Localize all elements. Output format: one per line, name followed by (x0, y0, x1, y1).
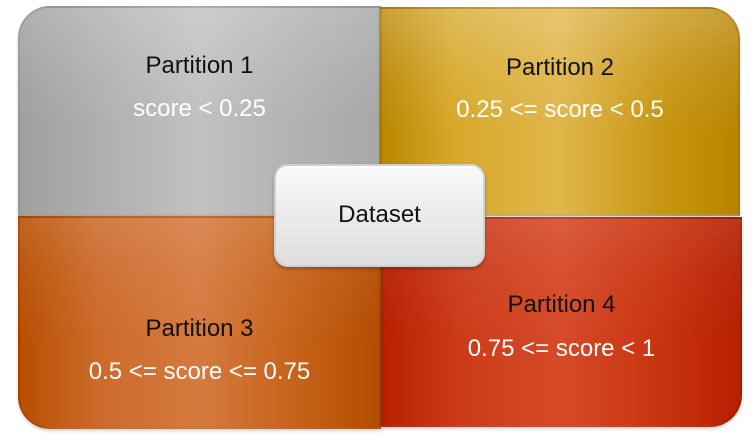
partition-4-condition: 0.75 <= score < 1 (467, 335, 656, 362)
partition-1-title: Partition 1 (145, 52, 254, 79)
dataset-label: Dataset (338, 201, 421, 228)
partition-2-condition: 0.25 <= score < 0.5 (456, 96, 664, 123)
partition-3-title: Partition 3 (145, 315, 254, 342)
partition-3-condition: 0.5 <= score <= 0.75 (88, 358, 311, 385)
dataset-box: Dataset (274, 164, 485, 267)
partition-1-condition: score < 0.25 (133, 95, 266, 122)
partition-4-title: Partition 4 (507, 291, 616, 318)
partition-1-box: Partition 1 score < 0.25 (18, 6, 381, 216)
partition-2-title: Partition 2 (505, 54, 615, 81)
